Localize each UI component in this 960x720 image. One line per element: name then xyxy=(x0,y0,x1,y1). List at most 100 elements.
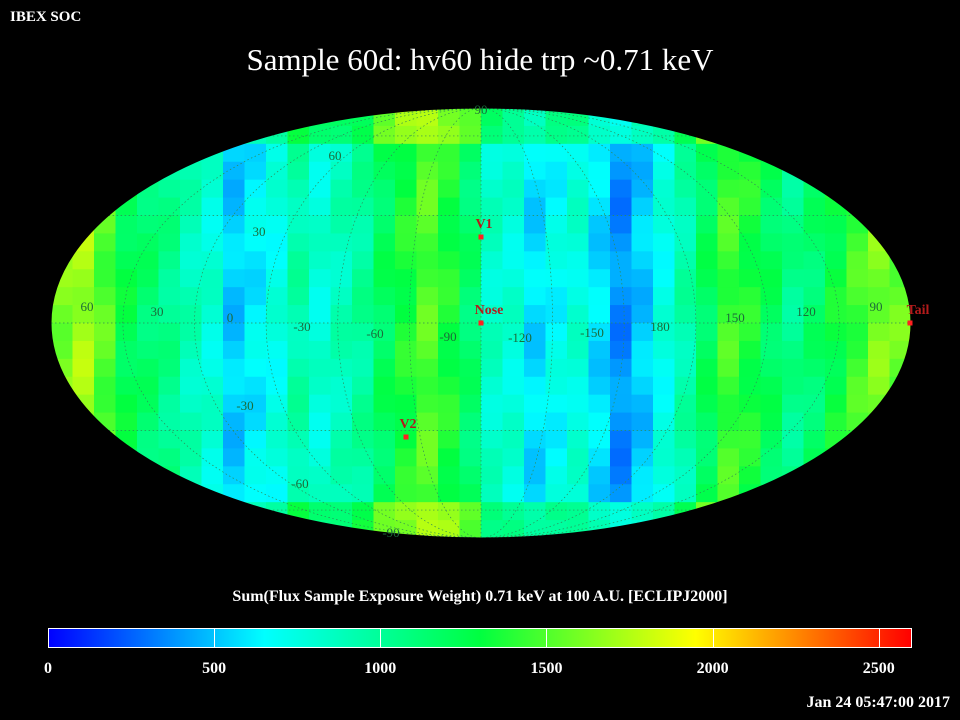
map-cell xyxy=(180,233,203,252)
map-cell xyxy=(438,287,461,306)
map-cell xyxy=(760,412,783,432)
map-cell xyxy=(524,197,547,217)
colorbar-tick xyxy=(712,628,714,648)
map-cell xyxy=(309,179,332,199)
map-cell xyxy=(330,376,353,396)
map-cell xyxy=(330,448,353,467)
map-cell xyxy=(330,251,353,270)
map-cell xyxy=(158,125,181,145)
map-cell xyxy=(266,251,289,270)
map-cell xyxy=(72,520,95,538)
map-cell xyxy=(739,179,762,199)
map-cell xyxy=(266,269,289,288)
map-cell xyxy=(481,287,504,306)
map-cell xyxy=(373,448,396,467)
map-cell xyxy=(739,269,762,288)
map-cell xyxy=(438,358,461,378)
map-cell xyxy=(825,287,848,306)
map-cell xyxy=(502,108,525,127)
map-cell xyxy=(674,394,697,414)
map-cell xyxy=(180,125,203,145)
map-cell xyxy=(502,520,525,538)
map-cell xyxy=(803,287,826,306)
map-cell xyxy=(653,108,676,127)
map-cell xyxy=(72,287,95,306)
map-cell xyxy=(416,179,439,199)
colorbar-tick-label: 1500 xyxy=(530,660,563,677)
map-cell xyxy=(287,484,310,503)
map-cell xyxy=(287,269,310,288)
map-cell xyxy=(373,125,396,145)
map-cell xyxy=(868,251,891,270)
map-cell xyxy=(51,161,74,181)
map-cell xyxy=(545,269,568,288)
map-cell xyxy=(760,520,783,538)
map-cell xyxy=(481,197,504,217)
map-cell xyxy=(481,376,504,396)
map-cell xyxy=(610,287,633,306)
map-cell xyxy=(545,197,568,217)
map-cell xyxy=(459,143,482,163)
map-cell xyxy=(567,305,590,324)
map-cell xyxy=(889,358,911,378)
map-cell xyxy=(825,520,848,538)
map-cell xyxy=(567,269,590,288)
map-cell xyxy=(846,179,869,199)
map-cell xyxy=(739,233,762,252)
map-cell xyxy=(481,340,504,360)
map-cell xyxy=(158,269,181,288)
map-cell xyxy=(588,466,611,485)
map-cell xyxy=(588,448,611,467)
map-cell xyxy=(352,323,375,342)
map-cell xyxy=(739,466,762,485)
map-cell xyxy=(889,520,911,538)
map-cell xyxy=(567,125,590,145)
map-cell xyxy=(287,520,310,538)
map-cell xyxy=(266,466,289,485)
map-cell xyxy=(309,287,332,306)
map-cell xyxy=(115,215,138,235)
map-cell xyxy=(158,233,181,252)
map-cell xyxy=(868,233,891,252)
map-cell xyxy=(201,215,224,235)
map-cell xyxy=(51,323,74,342)
map-cell xyxy=(438,412,461,432)
map-cell xyxy=(524,287,547,306)
map-cell xyxy=(782,215,805,235)
colorbar-tick-label: 1000 xyxy=(364,660,397,677)
map-cell xyxy=(459,197,482,217)
map-cell xyxy=(674,520,697,538)
map-cell xyxy=(244,305,267,324)
meridian-line xyxy=(408,108,482,538)
map-cell xyxy=(373,269,396,288)
map-cell xyxy=(674,215,697,235)
map-cell xyxy=(739,197,762,217)
map-cell xyxy=(524,394,547,414)
map-cell xyxy=(72,484,95,503)
map-cell xyxy=(352,269,375,288)
map-cell xyxy=(889,430,911,450)
map-cell xyxy=(545,502,568,521)
map-cell xyxy=(201,394,224,414)
grid-label: 90 xyxy=(475,102,488,117)
map-cell xyxy=(588,323,611,342)
colorbar-tick xyxy=(878,628,880,648)
map-cell xyxy=(94,394,117,414)
map-cell xyxy=(180,269,203,288)
map-cell xyxy=(567,340,590,360)
map-cell xyxy=(158,215,181,235)
map-cell xyxy=(567,448,590,467)
map-cell xyxy=(94,484,117,503)
map-cell xyxy=(94,197,117,217)
map-cell xyxy=(825,215,848,235)
map-cell xyxy=(524,376,547,396)
map-cell xyxy=(803,502,826,521)
map-cell xyxy=(395,430,418,450)
map-cell xyxy=(696,108,719,127)
grid-label: -90 xyxy=(439,329,456,344)
map-cell xyxy=(868,287,891,306)
map-cell xyxy=(287,161,310,181)
map-cell xyxy=(782,340,805,360)
map-cell xyxy=(610,269,633,288)
map-cell xyxy=(889,215,911,235)
